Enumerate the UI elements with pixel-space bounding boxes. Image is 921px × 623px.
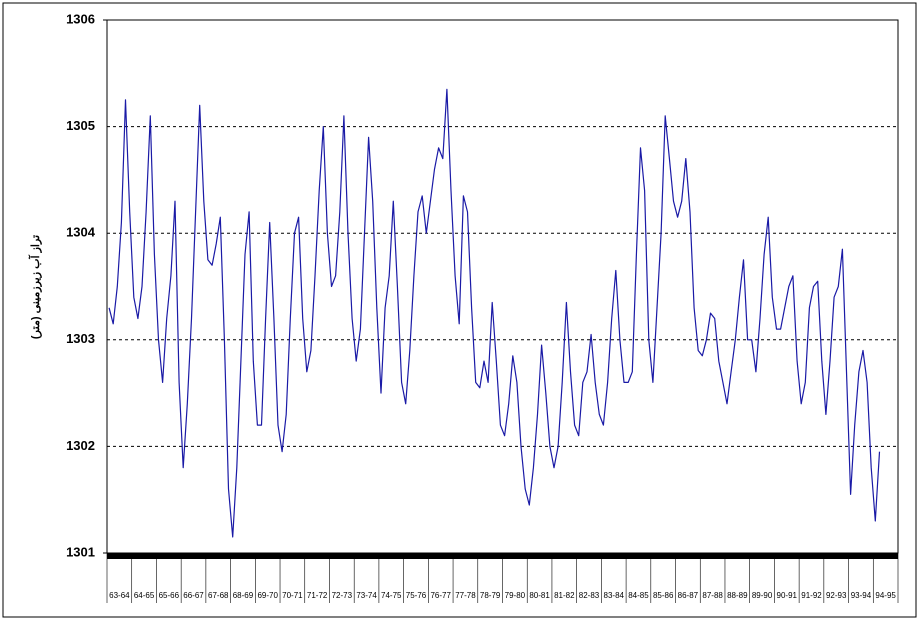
x-tick-label: 91-92 xyxy=(801,591,822,600)
x-tick-label: 70-71 xyxy=(282,591,303,600)
x-tick-label: 73-74 xyxy=(356,591,377,600)
x-tick-label: 84-85 xyxy=(628,591,649,600)
x-tick-label: 66-67 xyxy=(183,591,204,600)
x-tick-label: 94-95 xyxy=(875,591,896,600)
x-tick-label: 82-83 xyxy=(579,591,600,600)
y-tick-label: 1305 xyxy=(66,118,95,133)
x-tick-label: 75-76 xyxy=(406,591,427,600)
x-tick-label: 81-82 xyxy=(554,591,575,600)
x-tick-label: 79-80 xyxy=(505,591,526,600)
x-tick-label: 67-68 xyxy=(208,591,229,600)
x-tick-label: 65-66 xyxy=(159,591,180,600)
x-tick-label: 68-69 xyxy=(233,591,254,600)
x-tick-label: 76-77 xyxy=(430,591,451,600)
x-tick-label: 89-90 xyxy=(752,591,773,600)
y-tick-label: 1302 xyxy=(66,438,95,453)
plot-frame xyxy=(106,19,899,554)
x-tick-label: 93-94 xyxy=(851,591,872,600)
x-tick-label: 90-91 xyxy=(777,591,798,600)
x-tick-label: 85-86 xyxy=(653,591,674,600)
x-tick-label: 88-89 xyxy=(727,591,748,600)
x-tick-label: 69-70 xyxy=(257,591,278,600)
x-tick-label: 77-78 xyxy=(455,591,476,600)
y-axis-label: تراز آب زیرزمینی (متر) xyxy=(28,235,42,339)
x-tick-label: 83-84 xyxy=(604,591,625,600)
x-tick-label: 72-73 xyxy=(332,591,353,600)
x-tick-label: 64-65 xyxy=(134,591,155,600)
x-tick-label: 86-87 xyxy=(678,591,699,600)
x-tick-label: 87-88 xyxy=(702,591,723,600)
x-tick-label: 92-93 xyxy=(826,591,847,600)
y-tick-label: 1304 xyxy=(66,225,96,240)
x-tick-label: 78-79 xyxy=(480,591,501,600)
y-tick-label: 1303 xyxy=(66,331,95,346)
x-tick-label: 63-64 xyxy=(109,591,130,600)
y-tick-label: 1306 xyxy=(66,11,95,26)
x-tick-label: 80-81 xyxy=(529,591,550,600)
y-tick-label: 1301 xyxy=(66,544,95,559)
x-tick-label: 71-72 xyxy=(307,591,328,600)
series-line xyxy=(108,88,881,538)
x-tick-label: 74-75 xyxy=(381,591,402,600)
